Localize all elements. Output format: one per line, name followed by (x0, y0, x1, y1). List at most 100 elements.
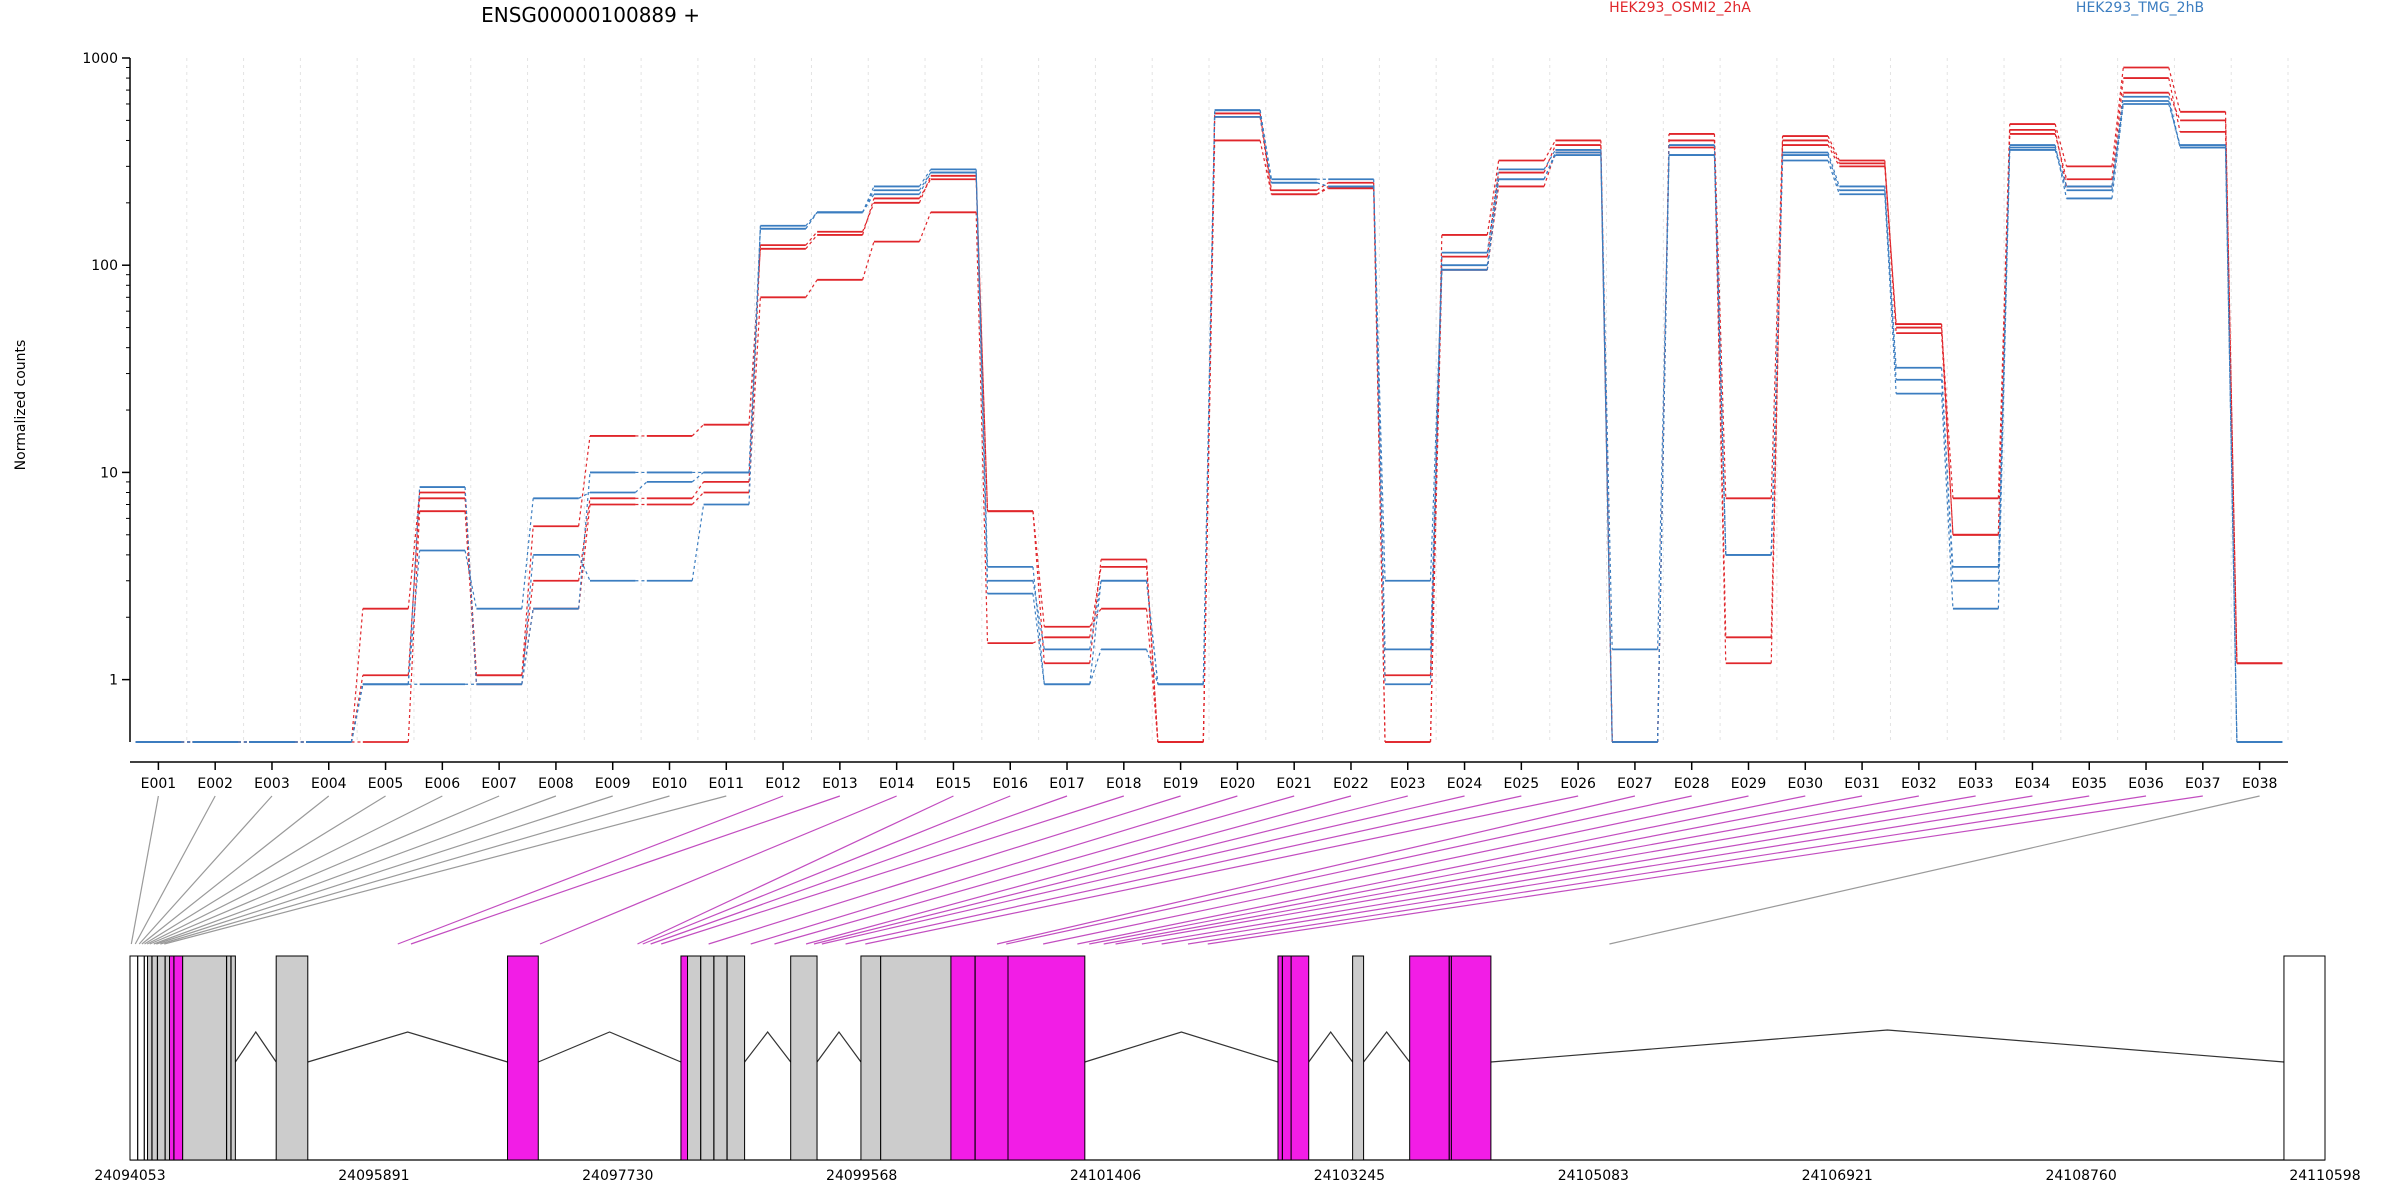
connector-dash (1600, 149, 1613, 650)
connector-dash (1600, 155, 1613, 743)
connector-dash (1032, 636, 1045, 644)
connector-dash (862, 193, 875, 213)
connector-e029 (1042, 795, 1749, 945)
connector-e033 (1115, 795, 1976, 945)
exon-block (790, 955, 818, 1161)
connector-e015 (637, 795, 954, 945)
connector-dash (1316, 182, 1329, 187)
intron-line (234, 1030, 277, 1063)
connector-dash (1940, 333, 1954, 535)
x-tick-label: E033 (1958, 776, 1994, 792)
x-tick-label: E018 (1106, 776, 1142, 792)
x-tick-label: E019 (1163, 776, 1199, 792)
connector-dash (1884, 186, 1897, 380)
connector-dash (1259, 113, 1273, 191)
x-tick-label: E031 (1844, 776, 1880, 792)
connector-e009 (156, 795, 613, 945)
connector-dash (1827, 144, 1840, 167)
connector-dash (635, 481, 648, 493)
connector-dash (1145, 559, 1159, 743)
connector-dash (862, 189, 875, 213)
connector-dash (1316, 187, 1329, 195)
connector-e011 (164, 795, 727, 945)
connector-e025 (845, 795, 1522, 945)
y-tick-label: 1 (109, 673, 118, 689)
connector-dash (1145, 608, 1159, 743)
connector-e031 (1089, 795, 1863, 945)
x-tick-label: E035 (2071, 776, 2107, 792)
connector-e023 (813, 795, 1408, 945)
intron-line (816, 1030, 862, 1063)
intron-line (538, 1031, 682, 1063)
connector-dash (2054, 129, 2068, 187)
x-tick-label: E020 (1220, 776, 1256, 792)
connector-e004 (141, 795, 330, 945)
connector-dash (1429, 265, 1443, 685)
connector-dash (748, 228, 761, 473)
connector-dash (918, 172, 932, 195)
connector-e014 (539, 795, 897, 945)
connector-dash (2224, 120, 2238, 664)
connector-dash (350, 675, 364, 743)
connector-dash (407, 550, 421, 685)
connector-dash (1827, 140, 1840, 164)
connector-e024 (821, 795, 1465, 945)
connector-dash (1429, 252, 1443, 650)
series-6 (135, 95, 2283, 743)
x-tick-label: E027 (1617, 776, 1653, 792)
x-tick-label: E037 (2185, 776, 2221, 792)
connector-dash (1145, 580, 1159, 685)
y-axis-label: Normalized counts (13, 340, 29, 471)
x-tick-label: E029 (1731, 776, 1767, 792)
connector-dash (350, 608, 364, 743)
connector-e012 (397, 795, 784, 945)
connector-e030 (1077, 795, 1806, 945)
connector-dash (691, 504, 705, 581)
connector-e027 (996, 795, 1636, 945)
genomic-tick-label: 24095891 (338, 1168, 409, 1184)
gene-model (129, 955, 2326, 1161)
exon-block (2283, 955, 2326, 1161)
connector-dash (464, 487, 478, 685)
connector-dash (2054, 149, 2068, 191)
connector-dash (862, 241, 875, 281)
x-tick-label: E026 (1560, 776, 1596, 792)
connector-dash (2168, 67, 2181, 112)
connector-dash (805, 211, 818, 227)
connector-dash (1486, 160, 1500, 236)
exon-block (1352, 955, 1365, 1161)
exon-block (860, 955, 882, 1161)
connector-dash (407, 511, 421, 743)
connector-dash (2224, 111, 2238, 664)
connector-dash (2054, 147, 2068, 187)
connector-dash (1940, 327, 1954, 499)
intron-line (1363, 1031, 1411, 1063)
connector-e013 (410, 795, 841, 945)
x-tick-label: E032 (1901, 776, 1937, 792)
connector-dash (2054, 133, 2068, 180)
exon-block (275, 955, 309, 1161)
connector-e028 (1006, 795, 1692, 945)
connector-dash (975, 169, 989, 567)
chart-title: ENSG00000100889 + (481, 3, 700, 27)
legend-series-a: HEK293_OSMI2_2hA (1609, 0, 1751, 16)
connector-dash (1486, 169, 1500, 253)
exon-block (1007, 955, 1086, 1161)
connector-e034 (1141, 795, 2033, 945)
connector-e008 (153, 795, 557, 945)
connector-dash (862, 202, 875, 232)
connector-dash (1089, 580, 1102, 685)
connector-e037 (1207, 795, 2203, 945)
connector-dash (521, 554, 534, 685)
connector-dash (407, 492, 421, 609)
x-tick-label: E004 (311, 776, 347, 792)
x-tick-label: E025 (1504, 776, 1540, 792)
connector-dash (918, 178, 932, 199)
genomic-tick-label: 24106921 (1802, 1168, 1873, 1184)
genomic-tick-label: 24110598 (2289, 1168, 2360, 1184)
connector-dash (1827, 135, 1840, 161)
connector-dash (691, 492, 705, 505)
connector-dash (2054, 123, 2068, 167)
genomic-tick-label: 24099568 (826, 1168, 897, 1184)
connector-dash (748, 225, 761, 505)
